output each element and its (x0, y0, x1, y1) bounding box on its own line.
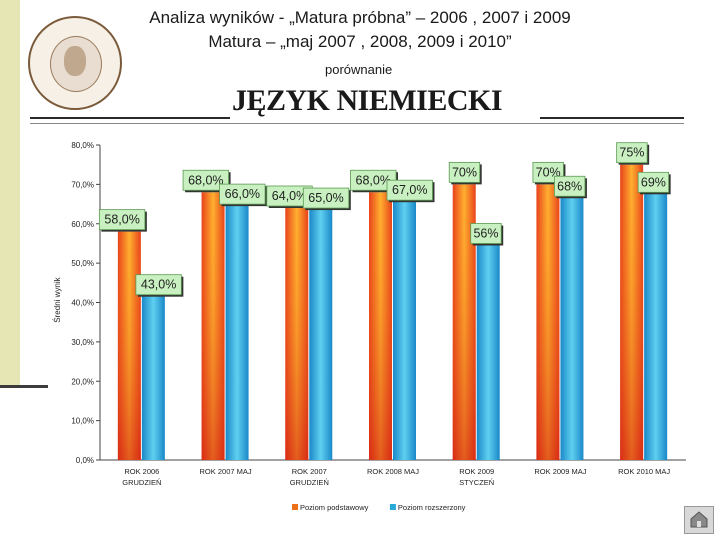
data-label-box (386, 179, 433, 201)
x-tick-label: STYCZEŃ (459, 478, 494, 487)
bar-podstawowy-shade (201, 192, 225, 460)
data-label: 68% (557, 179, 582, 193)
y-tick-label: 10,0% (71, 417, 94, 426)
data-label: 64,0% (272, 189, 307, 203)
x-tick-label: ROK 2006 (124, 467, 159, 476)
left-decor-edge (0, 385, 48, 388)
bar-podstawowy-shade (369, 192, 392, 460)
data-label-box (302, 187, 350, 209)
y-tick-label: 40,0% (71, 299, 94, 308)
data-label-box (135, 274, 182, 296)
left-decor-bar (0, 0, 20, 385)
data-label: 68,0% (356, 173, 391, 187)
bar-rozszerzony (309, 204, 333, 460)
data-label: 67,0% (392, 183, 427, 197)
header-subtitle: porównanie (325, 62, 393, 77)
x-tick-label: GRUDZIEŃ (122, 478, 161, 487)
data-label-box (616, 142, 648, 164)
y-tick-label: 50,0% (71, 259, 94, 268)
bar-rozszerzony (476, 239, 500, 460)
bar-rozszerzony (644, 188, 668, 460)
data-label-box (637, 171, 670, 193)
data-label: 65,0% (308, 191, 343, 205)
header-line-2: Matura – „maj 2007 , 2008, 2009 i 2010” (208, 32, 512, 51)
data-label-box (554, 175, 586, 197)
bar-podstawowy-shade (117, 231, 141, 460)
data-label-box (182, 169, 229, 191)
bar-rozszerzony (225, 200, 249, 460)
legend-swatch (292, 504, 298, 510)
home-nav-icon[interactable] (684, 506, 714, 534)
bar-podstawowy-shade (620, 164, 644, 460)
data-label: 43,0% (141, 278, 176, 292)
x-tick-label: ROK 2007 (292, 467, 327, 476)
y-axis-title: Średni wynik (53, 276, 62, 322)
legend-label: Poziom rozszerzony (398, 503, 466, 512)
y-tick-label: 60,0% (71, 220, 94, 229)
x-tick-label: ROK 2009 MAJ (534, 467, 586, 476)
data-label-box (98, 209, 146, 231)
data-label: 68,0% (188, 173, 223, 187)
data-label-box (470, 223, 502, 244)
title-rule-thin (30, 123, 684, 124)
data-label: 56% (473, 227, 498, 241)
y-tick-label: 70,0% (71, 180, 94, 189)
x-tick-label: GRUDZIEŃ (290, 478, 329, 487)
bar-rozszerzony (560, 192, 584, 460)
x-tick-label: ROK 2007 MAJ (200, 467, 252, 476)
bar-podstawowy-shade (452, 184, 476, 460)
data-label: 69% (641, 175, 666, 189)
data-label-box (448, 161, 481, 183)
x-tick-label: ROK 2008 MAJ (367, 467, 419, 476)
seal-face (64, 46, 86, 76)
data-label: 75% (619, 146, 644, 160)
x-tick-label: ROK 2010 MAJ (618, 467, 670, 476)
y-tick-label: 30,0% (71, 338, 94, 347)
bar-podstawowy-shade (536, 184, 560, 460)
data-label: 66,0% (225, 187, 260, 201)
y-tick-label: 0,0% (76, 456, 94, 465)
y-tick-label: 80,0% (71, 141, 94, 150)
school-seal-icon (28, 16, 122, 110)
bar-podstawowy-shade (285, 208, 309, 460)
title-rule-left (30, 117, 230, 119)
bar-rozszerzony (141, 290, 165, 460)
legend-label: Poziom podstawowy (300, 503, 369, 512)
data-label: 70% (452, 165, 477, 179)
bar-rozszerzony (393, 196, 416, 460)
data-label: 58,0% (104, 213, 139, 227)
header-line-1: Analiza wyników - „Matura próbna” – 2006… (149, 8, 571, 27)
y-tick-label: 20,0% (71, 377, 94, 386)
subject-title: JĘZYK NIEMIECKI (232, 84, 503, 117)
x-tick-label: ROK 2009 (459, 467, 494, 476)
data-label-box (219, 183, 266, 205)
legend-swatch (389, 504, 396, 510)
title-rule-right (540, 117, 684, 119)
